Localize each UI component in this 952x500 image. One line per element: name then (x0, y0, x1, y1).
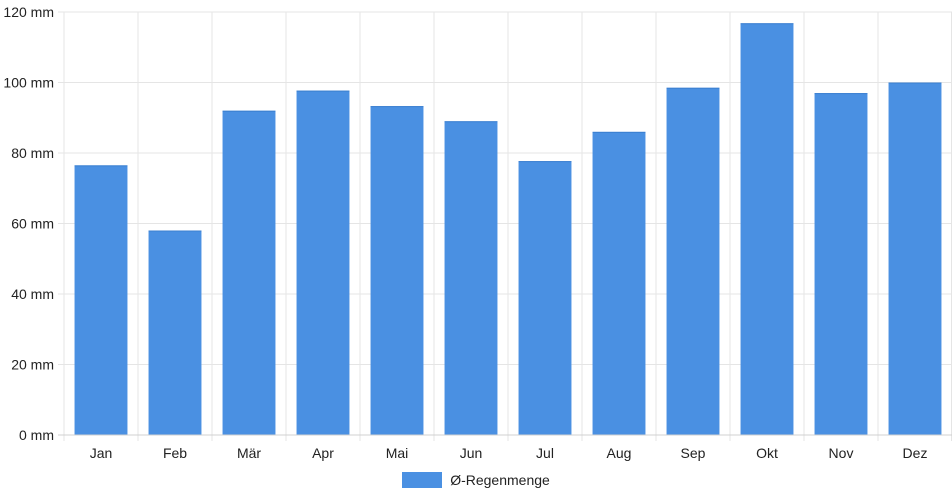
bar-dez[interactable] (888, 82, 942, 436)
bar-aug[interactable] (592, 131, 646, 435)
x-tick-label: Jun (460, 445, 483, 461)
bar-apr[interactable] (296, 90, 350, 436)
bar-sep[interactable] (666, 87, 720, 435)
grid (58, 11, 952, 441)
x-tick-label: Feb (163, 445, 187, 461)
x-tick-label: Mär (237, 445, 261, 461)
x-tick-label: Mai (386, 445, 409, 461)
y-tick-label: 120 mm (3, 4, 54, 20)
x-tick-label: Okt (756, 445, 778, 461)
x-tick-label: Nov (829, 445, 854, 461)
y-tick-label: 80 mm (11, 145, 54, 161)
x-tick-label: Jan (90, 445, 113, 461)
y-tick-label: 100 mm (3, 75, 54, 91)
x-tick-label: Jul (536, 445, 554, 461)
chart-canvas: 0 mm 20 mm 40 mm 60 mm 80 mm 100 mm 120 mm Jan F… (3, 4, 952, 461)
y-tick-label: 20 mm (11, 357, 54, 373)
bar-mai[interactable] (370, 106, 424, 436)
bars (74, 23, 942, 436)
x-tick-label: Sep (681, 445, 706, 461)
y-tick-label: 40 mm (11, 286, 54, 302)
legend-label: Ø-Regenmenge (450, 472, 550, 488)
axes: 0 mm 20 mm 40 mm 60 mm 80 mm 100 mm 120 mm Jan F… (3, 4, 952, 461)
bar-jun[interactable] (444, 121, 498, 436)
bar-jul[interactable] (518, 161, 572, 436)
legend[interactable]: Ø-Regenmenge (0, 472, 952, 488)
legend-swatch (402, 472, 443, 488)
bar-jan[interactable] (74, 165, 128, 435)
x-tick-label: Aug (607, 445, 632, 461)
y-tick-label: 0 mm (19, 427, 54, 443)
bar-okt[interactable] (740, 23, 794, 436)
bar-nov[interactable] (814, 93, 868, 435)
x-tick-label: Apr (312, 445, 334, 461)
y-tick-label: 60 mm (11, 216, 54, 232)
bar-mär[interactable] (222, 110, 276, 435)
bar-feb[interactable] (148, 230, 202, 435)
x-tick-label: Dez (903, 445, 928, 461)
